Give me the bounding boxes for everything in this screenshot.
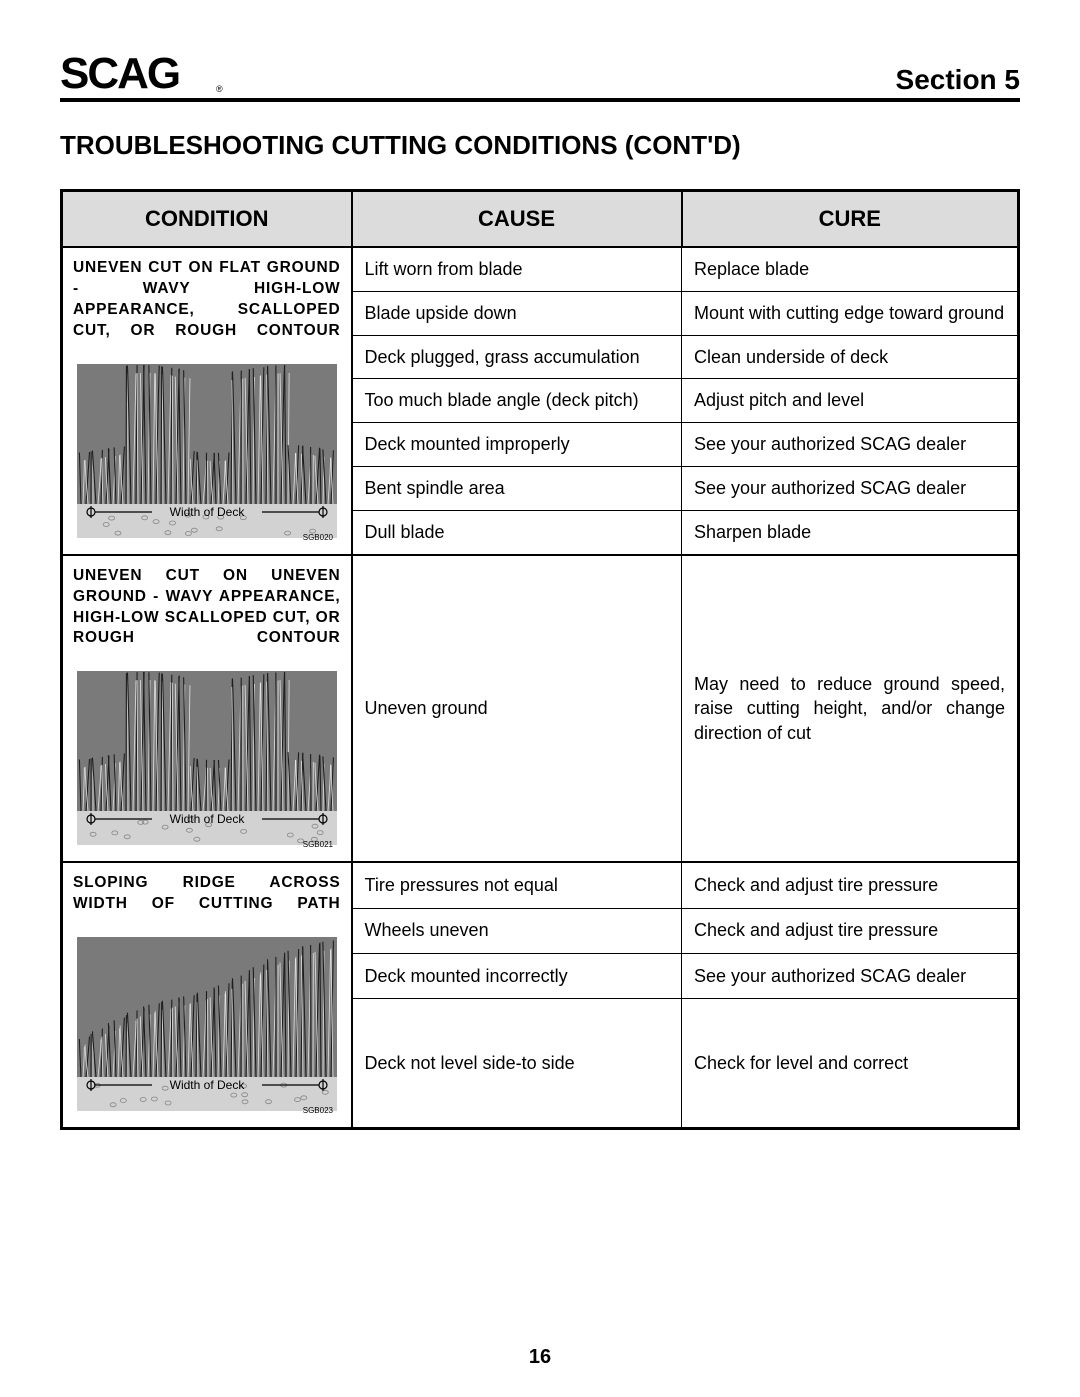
cure-cell: Adjust pitch and level bbox=[682, 379, 1019, 423]
condition-cell: SLOPING RIDGE ACROSS WIDTH OF CUTTING PA… bbox=[62, 862, 352, 1128]
cure-cell: Replace blade bbox=[682, 247, 1019, 291]
table-row: UNEVEN CUT ON FLAT GROUND - WAVY HIGH-LO… bbox=[62, 247, 1019, 291]
col-header-condition: CONDITION bbox=[62, 191, 352, 248]
svg-text:Width of Deck: Width of Deck bbox=[169, 812, 245, 826]
page-header: SCAG ® Section 5 bbox=[60, 50, 1020, 102]
cause-cell: Uneven ground bbox=[352, 555, 682, 863]
condition-diagram: Width of Deck SGB023 bbox=[77, 927, 337, 1117]
page-title: TROUBLESHOOTING CUTTING CONDITIONS (CONT… bbox=[60, 130, 1020, 161]
svg-text:SCAG: SCAG bbox=[60, 50, 179, 96]
cause-cell: Bent spindle area bbox=[352, 467, 682, 511]
cause-cell: Dull blade bbox=[352, 510, 682, 554]
cure-cell: Check and adjust tire pressure bbox=[682, 862, 1019, 908]
table-header-row: CONDITION CAUSE CURE bbox=[62, 191, 1019, 248]
col-header-cure: CURE bbox=[682, 191, 1019, 248]
section-label: Section 5 bbox=[896, 64, 1020, 96]
condition-title: UNEVEN CUT ON UNEVEN GROUND - WAVY APPEA… bbox=[73, 566, 341, 650]
cure-cell: Mount with cutting edge toward ground bbox=[682, 291, 1019, 335]
cause-cell: Deck mounted incorrectly bbox=[352, 953, 682, 998]
cause-cell: Deck mounted improperly bbox=[352, 423, 682, 467]
table-row: UNEVEN CUT ON UNEVEN GROUND - WAVY APPEA… bbox=[62, 555, 1019, 863]
page-number: 16 bbox=[529, 1346, 551, 1369]
cause-cell: Lift worn from blade bbox=[352, 247, 682, 291]
condition-title: UNEVEN CUT ON FLAT GROUND - WAVY HIGH-LO… bbox=[73, 258, 341, 342]
svg-text:SGB020: SGB020 bbox=[303, 533, 334, 542]
cure-cell: See your authorized SCAG dealer bbox=[682, 423, 1019, 467]
cure-cell: May need to reduce ground speed, raise c… bbox=[682, 555, 1019, 863]
col-header-cause: CAUSE bbox=[352, 191, 682, 248]
condition-diagram: Width of Deck SGB020 bbox=[77, 354, 337, 544]
cause-cell: Wheels uneven bbox=[352, 908, 682, 953]
svg-text:Width of Deck: Width of Deck bbox=[169, 505, 245, 519]
cause-cell: Tire pressures not equal bbox=[352, 862, 682, 908]
cure-cell: Check and adjust tire pressure bbox=[682, 908, 1019, 953]
svg-text:Width of Deck: Width of Deck bbox=[169, 1078, 245, 1092]
condition-cell: UNEVEN CUT ON UNEVEN GROUND - WAVY APPEA… bbox=[62, 555, 352, 863]
cure-cell: Sharpen blade bbox=[682, 510, 1019, 554]
cause-cell: Too much blade angle (deck pitch) bbox=[352, 379, 682, 423]
cure-cell: See your authorized SCAG dealer bbox=[682, 953, 1019, 998]
cause-cell: Blade upside down bbox=[352, 291, 682, 335]
condition-cell: UNEVEN CUT ON FLAT GROUND - WAVY HIGH-LO… bbox=[62, 247, 352, 555]
cause-cell: Deck plugged, grass accumulation bbox=[352, 335, 682, 379]
cure-cell: Clean underside of deck bbox=[682, 335, 1019, 379]
condition-diagram: Width of Deck SGB021 bbox=[77, 661, 337, 851]
cause-cell: Deck not level side-to side bbox=[352, 999, 682, 1129]
cure-cell: Check for level and correct bbox=[682, 999, 1019, 1129]
svg-text:®: ® bbox=[216, 84, 223, 94]
scag-logo: SCAG ® bbox=[60, 50, 240, 96]
table-row: SLOPING RIDGE ACROSS WIDTH OF CUTTING PA… bbox=[62, 862, 1019, 908]
svg-text:SGB021: SGB021 bbox=[303, 840, 334, 849]
cure-cell: See your authorized SCAG dealer bbox=[682, 467, 1019, 511]
svg-text:SGB023: SGB023 bbox=[303, 1106, 334, 1115]
troubleshoot-table: CONDITION CAUSE CURE UNEVEN CUT ON FLAT … bbox=[60, 189, 1020, 1130]
condition-title: SLOPING RIDGE ACROSS WIDTH OF CUTTING PA… bbox=[73, 873, 341, 915]
